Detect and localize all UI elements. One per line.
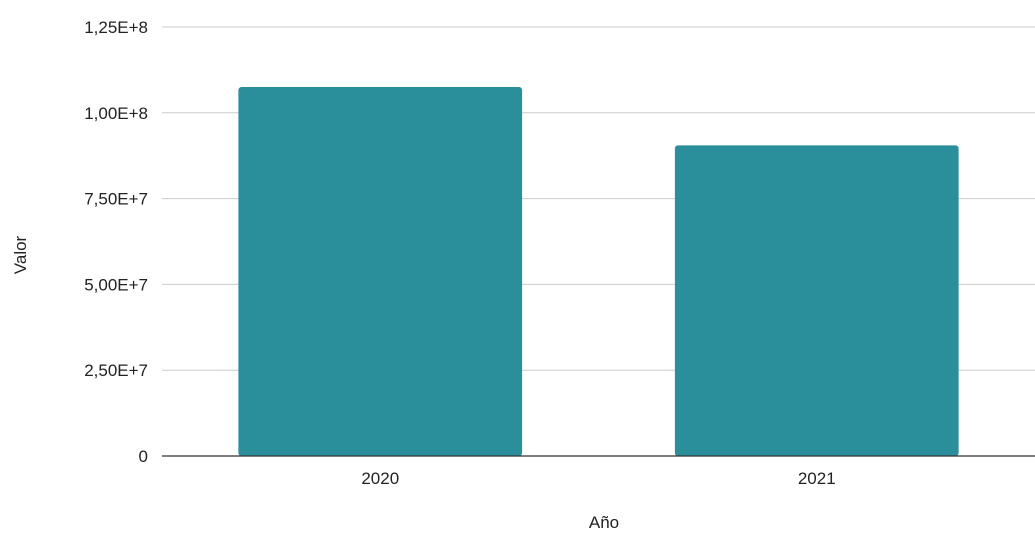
bars	[238, 87, 959, 457]
y-tick-label: 1,25E+8	[84, 18, 148, 37]
x-tick-label: 2021	[798, 469, 836, 488]
y-tick-label: 7,50E+7	[84, 190, 148, 209]
y-tick-label: 2,50E+7	[84, 361, 148, 380]
bar-2021	[674, 145, 959, 457]
y-tick-label: 0	[139, 447, 148, 466]
y-tick-label: 1,00E+8	[84, 104, 148, 123]
y-tick-labels: 0 2,50E+7 5,00E+7 7,50E+7 1,00E+8 1,25E+8	[84, 18, 148, 466]
y-tick-label: 5,00E+7	[84, 275, 148, 294]
y-axis-title: Valor	[11, 235, 30, 274]
x-axis-title: Año	[589, 513, 619, 532]
x-tick-labels: 2020 2021	[361, 469, 835, 488]
x-tick-label: 2020	[361, 469, 399, 488]
bar-2020	[238, 87, 523, 456]
